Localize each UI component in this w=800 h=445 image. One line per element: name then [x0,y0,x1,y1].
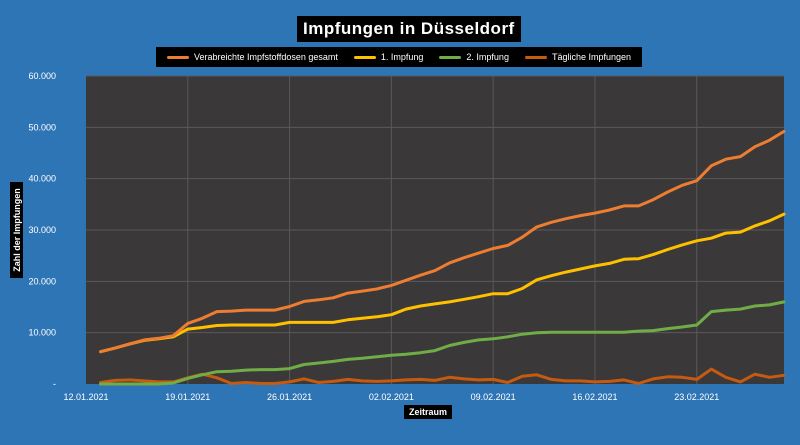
legend-label-total: Verabreichte Impfstoffdosen gesamt [193,52,338,62]
legend-item-total: Verabreichte Impfstoffdosen gesamt [166,52,338,62]
legend-label-daily: Tägliche Impfungen [551,52,632,62]
y-tick-label: 30.000 [28,225,56,235]
series-line-second-dose [99,300,786,386]
x-tick-label: 12.01.2021 [63,392,108,402]
y-tick-label: 40.000 [28,174,56,184]
legend-item-second-dose: 2. Impfung [439,52,509,62]
y-tick-label: - [53,379,56,389]
y-tick-label: 10.000 [28,328,56,338]
legend-item-first-dose: 1. Impfung [353,52,424,62]
legend-swatch-daily [524,55,547,59]
legend-swatch-second-dose [439,55,462,59]
x-axis-label: Zeitraum [409,407,447,417]
y-tick-label: 50.000 [28,122,56,132]
y-axis-title: Zahl der Impfungen [10,182,23,278]
x-tick-label: 19.01.2021 [165,392,210,402]
legend-swatch-total [166,55,189,59]
x-tick-label: 09.02.2021 [471,392,516,402]
x-axis-ticks: 12.01.2021 19.01.2021 26.01.2021 02.02.2021… [63,392,719,402]
y-tick-label: 60.000 [28,71,56,81]
x-tick-label: 16.02.2021 [572,392,617,402]
x-tick-label: 26.01.2021 [267,392,312,402]
x-tick-label: 23.02.2021 [674,392,719,402]
chart-title: Impfungen in Düsseldorf [297,16,521,42]
chart-legend: Verabreichte Impfstoffdosen gesamt 1. Im… [156,47,642,67]
y-tick-label: 20.000 [28,276,56,286]
x-axis-title: Zeitraum [404,405,452,419]
y-axis-label: Zahl der Impfungen [12,188,22,272]
y-axis-ticks: - 10.000 20.000 30.000 40.000 50.000 60.000 [28,71,56,389]
legend-item-daily: Tägliche Impfungen [524,52,632,62]
legend-label-first-dose: 1. Impfung [380,52,424,62]
series-line-first-dose [99,212,786,354]
legend-label-second-dose: 2. Impfung [466,52,509,62]
series-lines [99,129,786,386]
series-line-daily [99,367,786,385]
legend-swatch-first-dose [353,55,376,59]
series-line-total [99,129,786,354]
x-tick-label: 02.02.2021 [369,392,414,402]
